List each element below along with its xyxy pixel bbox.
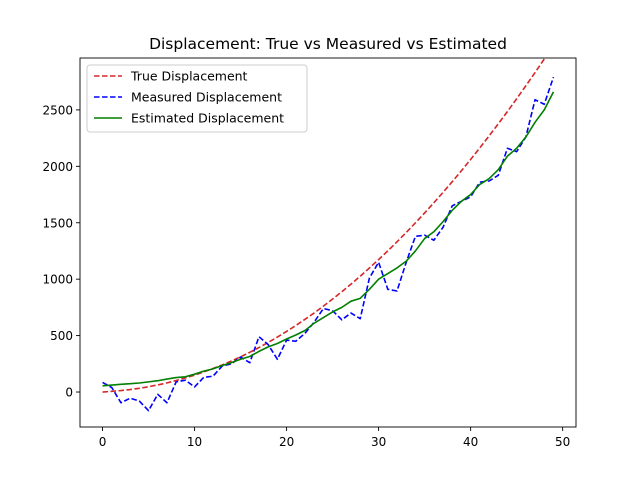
- series-line-2: [102, 76, 555, 412]
- plot-frame: [79, 57, 577, 428]
- x-tick-label: 50: [555, 435, 570, 449]
- y-tick-label: 500: [50, 329, 73, 343]
- x-tick-label: 10: [187, 435, 202, 449]
- y-tick-label: 1000: [42, 273, 73, 287]
- legend-label-3: Estimated Displacement: [131, 111, 284, 126]
- y-tick-label: 2500: [42, 103, 73, 117]
- series-line-1: [102, 58, 546, 393]
- y-tick-label: 2000: [42, 160, 73, 174]
- chart-title: Displacement: True vs Measured vs Estima…: [149, 35, 507, 53]
- legend-box: [86, 64, 308, 133]
- legend-label-2: Measured Displacement: [131, 90, 282, 105]
- x-tick-label: 30: [371, 435, 386, 449]
- x-tick-label: 0: [99, 435, 107, 449]
- y-tick-label: 0: [65, 386, 73, 400]
- x-tick-label: 20: [279, 435, 294, 449]
- series-line-3: [102, 91, 555, 387]
- legend-label-1: True Displacement: [130, 69, 248, 84]
- x-tick-label: 40: [463, 435, 478, 449]
- y-tick-label: 1500: [42, 216, 73, 230]
